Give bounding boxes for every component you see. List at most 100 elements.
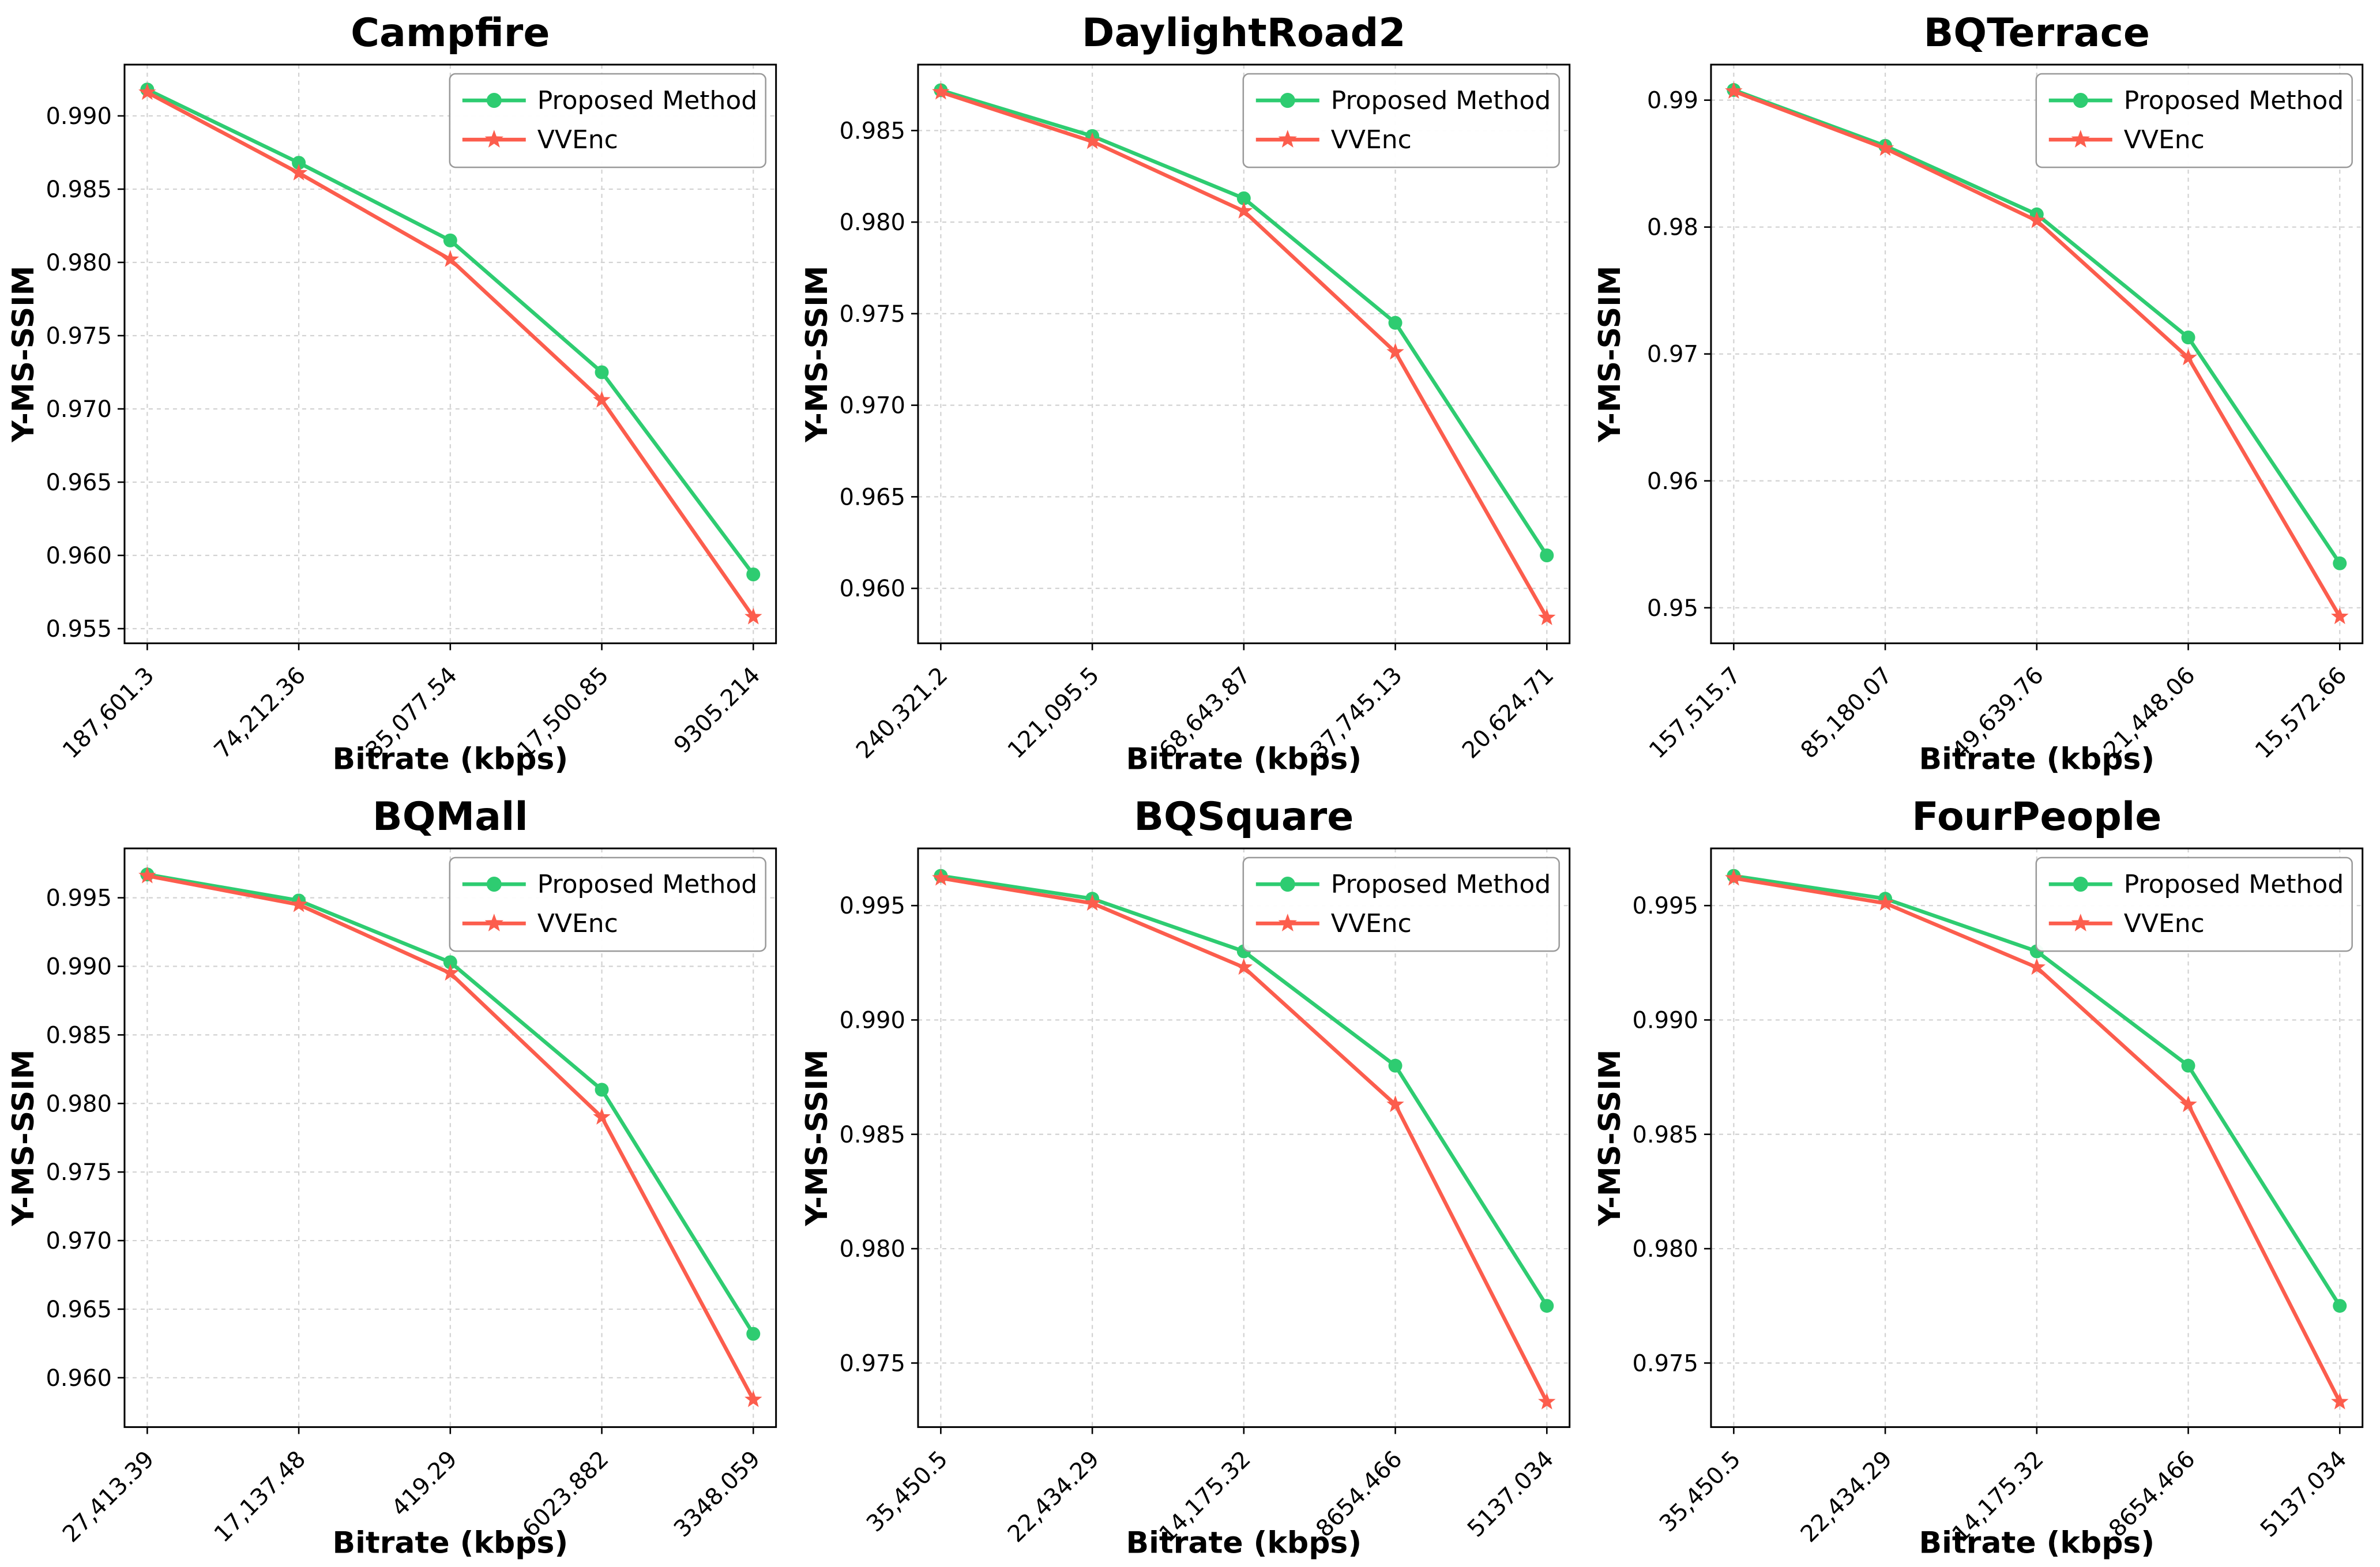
legend-box: [449, 73, 766, 168]
y-tick-label: 0.975: [839, 301, 905, 328]
y-tick-label: 0.97: [1647, 341, 1698, 368]
data-point-marker-star: [1235, 202, 1253, 219]
legend-box: [1242, 856, 1560, 952]
data-point-marker-circle: [2181, 1058, 2195, 1073]
x-axis-label: Bitrate (kbps): [332, 742, 568, 776]
chart-panel-bqmall: 0.995 0.990 0.985 0.980 0.975 0.970 0.965 0.960…: [0, 783, 794, 1567]
y-axis-label: Y-MS-SSIM: [1593, 1049, 1627, 1226]
y-tick-label: 0.980: [839, 1236, 905, 1262]
data-point-marker-circle: [2333, 1298, 2347, 1313]
legend-label: Proposed Method: [1330, 870, 1550, 899]
chart-title: BQSquare: [1134, 794, 1353, 840]
y-tick-label: 0.96: [1647, 468, 1698, 495]
data-point-marker-circle: [443, 233, 457, 247]
chart-title: DaylightRoad2: [1082, 10, 1406, 56]
legend-label: Proposed Method: [2124, 86, 2344, 115]
y-axis-label: Y-MS-SSIM: [800, 266, 834, 443]
data-point-marker-circle: [1280, 93, 1295, 108]
legend-label: Proposed Method: [1330, 86, 1550, 115]
data-point-marker-star: [138, 83, 156, 100]
data-point-marker-star: [138, 866, 156, 884]
y-tick-label: 0.965: [46, 1296, 111, 1322]
data-point-marker-star: [745, 1390, 762, 1407]
data-point-marker-circle: [1388, 1058, 1403, 1073]
chart-panel-fourpeople: 0.995 0.990 0.985 0.980 0.975 35,450.5 22,434.…: [1586, 783, 2380, 1567]
data-point-marker-star: [289, 895, 308, 912]
data-point-marker-circle: [595, 365, 609, 379]
data-point-marker-circle: [595, 1083, 609, 1097]
data-point-marker-circle: [746, 1326, 761, 1341]
y-tick-label: 0.975: [46, 1159, 111, 1186]
y-tick-label: 0.985: [839, 118, 905, 144]
data-point-marker-star: [2179, 348, 2198, 366]
legend: Proposed Method VVEnc: [2035, 73, 2353, 168]
tick-group: [117, 115, 754, 651]
chart-title: Campfire: [351, 10, 550, 56]
chart-panel-campfire: 0.990 0.985 0.980 0.975 0.970 0.965 0.960 0.955…: [0, 0, 794, 784]
data-point-marker-star: [1386, 1095, 1404, 1112]
data-point-marker-star: [1537, 1392, 1556, 1410]
data-point-marker-star: [1877, 893, 1894, 911]
y-tick-label: 0.970: [46, 1228, 111, 1254]
x-axis-label: Bitrate (kbps): [1919, 742, 2155, 776]
data-point-marker-star: [1235, 957, 1253, 975]
data-point-marker-star: [2028, 211, 2046, 228]
y-tick-label: 0.95: [1647, 595, 1698, 622]
data-point-marker-star: [593, 1107, 611, 1125]
data-point-marker-star: [2071, 130, 2091, 148]
data-point-marker-star: [2071, 913, 2091, 931]
data-point-marker-star: [1877, 139, 1894, 156]
data-point-marker-star: [441, 963, 460, 980]
data-point-marker-star: [484, 913, 503, 931]
tick-group: [911, 130, 1548, 651]
y-tick-label: 0.960: [839, 576, 905, 602]
tick-group: [911, 904, 1548, 1434]
data-point-marker-star: [1278, 913, 1297, 931]
y-tick-label: 0.990: [839, 1007, 905, 1034]
chart-title: BQMall: [373, 794, 528, 840]
y-tick-label: 0.970: [839, 393, 905, 419]
chart-panel-bqterrace: 0.99 0.98 0.97 0.96 0.95 157,515.7 85,180.07 49…: [1586, 0, 2380, 784]
data-point-marker-star: [289, 164, 308, 181]
y-tick-label: 0.975: [1633, 1350, 1698, 1377]
chart-panel-daylightroad2: 0.985 0.980 0.975 0.970 0.965 0.960 240,321.2 1…: [793, 0, 1587, 784]
y-tick-label: 0.995: [839, 893, 905, 919]
legend-label: VVEnc: [537, 125, 618, 155]
grid-group: [124, 848, 776, 1427]
y-tick-label: 0.980: [46, 250, 111, 276]
y-tick-label: 0.980: [1633, 1236, 1698, 1262]
legend: Proposed Method VVEnc: [1242, 856, 1560, 952]
y-tick-label: 0.960: [46, 543, 111, 569]
legend: Proposed Method VVEnc: [1242, 73, 1560, 168]
data-point-marker-circle: [746, 568, 761, 582]
y-tick-label: 0.990: [46, 103, 111, 130]
y-tick-label: 0.990: [46, 953, 111, 980]
data-point-marker-circle: [2073, 876, 2089, 892]
data-point-marker-star: [1537, 608, 1556, 625]
data-point-marker-star: [2179, 1095, 2198, 1112]
y-tick-label: 0.995: [46, 885, 111, 911]
legend-box: [449, 856, 766, 952]
y-tick-label: 0.985: [46, 1022, 111, 1049]
legend: Proposed Method VVEnc: [2035, 856, 2353, 952]
legend-box: [2035, 73, 2353, 168]
y-axis-label: Y-MS-SSIM: [6, 266, 41, 443]
tick-group: [117, 896, 754, 1434]
y-tick-label: 0.980: [46, 1091, 111, 1117]
data-point-marker-circle: [443, 955, 457, 969]
data-point-marker-circle: [1280, 876, 1295, 892]
data-point-marker-star: [1083, 132, 1101, 149]
y-tick-label: 0.985: [1633, 1121, 1698, 1148]
data-point-marker-circle: [486, 93, 502, 108]
y-tick-label: 0.975: [839, 1350, 905, 1377]
y-tick-label: 0.98: [1647, 215, 1698, 241]
chart-title: BQTerrace: [1924, 10, 2150, 56]
legend-box: [2035, 856, 2353, 952]
chart-title: FourPeople: [1912, 794, 2162, 840]
legend-label: VVEnc: [537, 909, 618, 938]
legend-label: VVEnc: [2124, 125, 2205, 155]
y-tick-label: 0.960: [46, 1365, 111, 1391]
